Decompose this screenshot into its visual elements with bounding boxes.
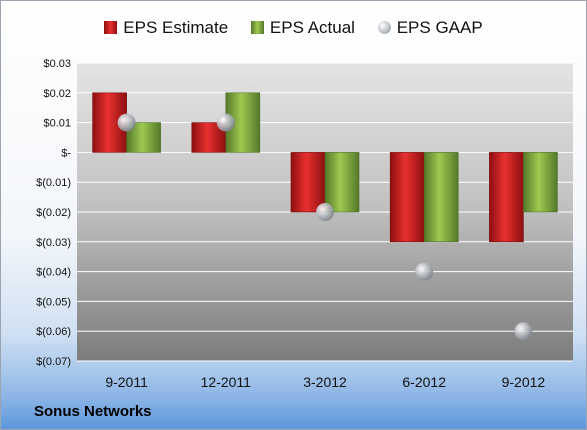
bar-eps-actual [423,152,459,243]
y-tick-label: $0.03 [43,58,71,70]
y-tick-label: $(0.06) [36,326,71,338]
marker-eps-gaap [316,203,334,221]
gaap-markers [117,113,533,341]
legend-swatch-estimate [104,20,118,34]
legend-marker-gaap [377,20,391,34]
x-axis-categories: 9-2011 12-2011 3-2012 6-2012 9-2012 [105,374,545,390]
bar-eps-actual [324,152,360,213]
bar-eps-estimate [489,152,524,243]
company-name: Sonus Networks [34,403,152,420]
x-category-label: 9-2012 [502,374,546,390]
marker-eps-gaap [415,262,434,281]
bars [92,92,558,243]
y-tick-label: $- [61,147,71,159]
x-category-label: 6-2012 [402,374,446,390]
y-tick-label: $(0.02) [36,207,71,219]
legend-swatch-actual [250,20,264,34]
legend-item-actual: EPS Actual [250,17,355,38]
legend-item-estimate: EPS Estimate [104,18,228,38]
x-category-label: 3-2012 [303,374,347,390]
legend-label-actual: EPS Actual [269,17,355,37]
bar-eps-actual [523,152,558,213]
bar-eps-estimate [290,152,326,213]
legend-item-gaap: EPS GAAP [377,17,483,38]
x-category-label: 12-2011 [201,374,252,390]
y-tick-label: $(0.05) [36,296,71,308]
legend-label-estimate: EPS Estimate [123,17,229,37]
y-tick-label: $(0.01) [36,177,71,189]
marker-eps-gaap [216,113,235,132]
y-tick-label: $(0.07) [36,356,71,368]
y-tick-label: $(0.03) [36,237,71,249]
marker-eps-gaap [514,322,533,341]
bar-eps-estimate [389,152,425,243]
y-tick-label: $0.02 [43,88,71,100]
y-tick-label: $0.01 [43,118,71,130]
marker-eps-gaap [117,113,136,132]
legend-label-gaap: EPS GAAP [396,17,483,37]
y-axis-ticks: $0.03 $0.02 $0.01 $- $(0.01) $(0.02) $(0.03) $(… [36,58,71,368]
legend: EPS Estimate EPS Actual EPS GAAP [1,17,586,38]
y-tick-label: $(0.04) [36,267,71,279]
x-category-label: 9-2011 [105,374,148,390]
